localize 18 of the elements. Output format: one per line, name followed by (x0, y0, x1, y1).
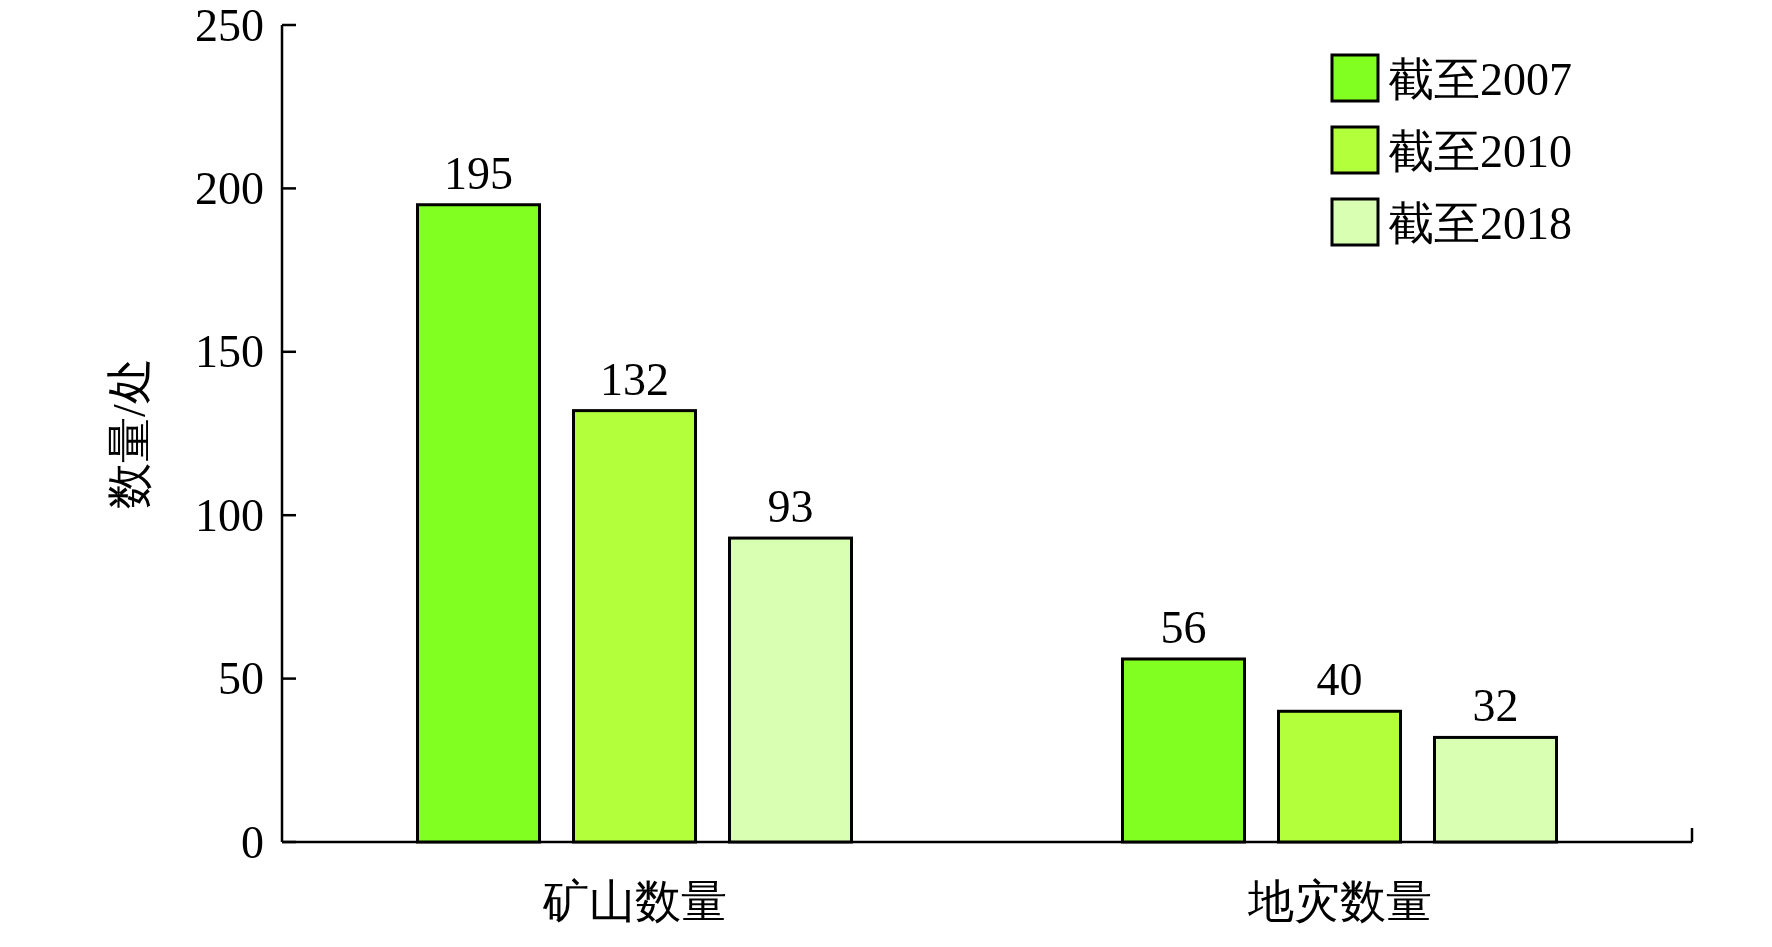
data-label: 40 (1316, 654, 1363, 706)
legend-label: 截至2007 (1388, 54, 1572, 105)
y-axis-title: 数量/处 (104, 358, 155, 509)
legend-label: 截至2018 (1388, 198, 1572, 249)
data-label: 195 (444, 147, 513, 199)
data-label: 93 (767, 481, 814, 533)
legend-label: 截至2010 (1388, 126, 1572, 177)
data-label: 56 (1160, 601, 1207, 653)
x-tick-label: 地灾数量 (1246, 876, 1432, 927)
y-tick-label: 100 (195, 489, 264, 541)
y-tick-label: 250 (195, 0, 264, 51)
y-tick-label: 50 (218, 653, 264, 705)
x-tick-label: 矿山数量 (541, 876, 727, 927)
data-label: 32 (1472, 680, 1519, 732)
y-tick-label: 150 (195, 326, 264, 378)
data-label: 132 (600, 353, 669, 405)
y-tick-label: 0 (241, 816, 264, 868)
y-tick-label: 200 (195, 163, 264, 215)
